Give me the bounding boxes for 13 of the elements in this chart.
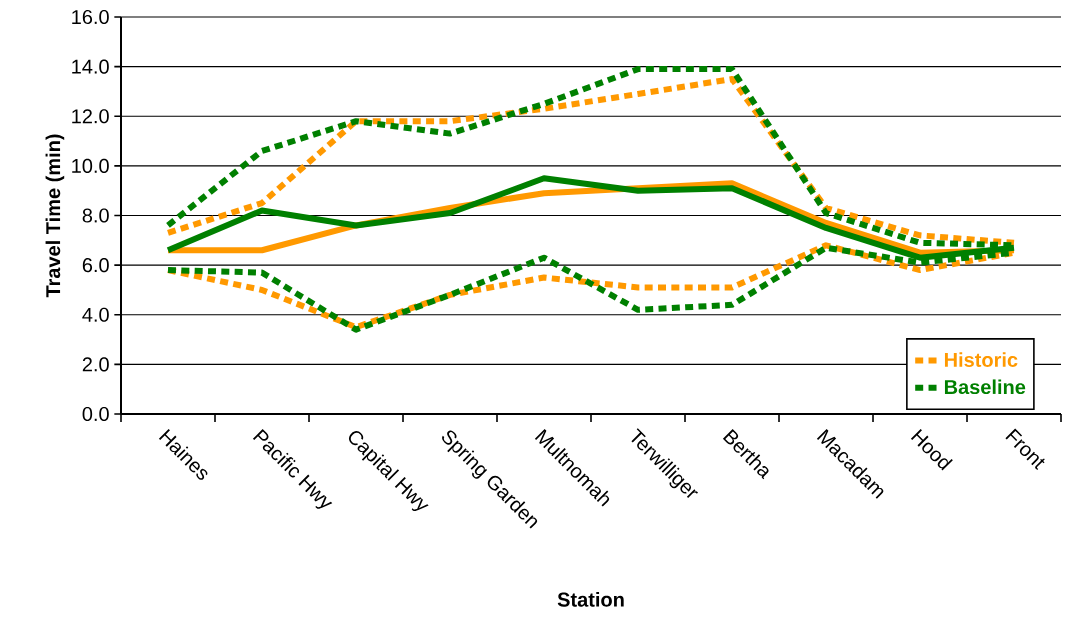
y-tick-label: 14.0 xyxy=(72,59,109,74)
y-tick-label: 16.0 xyxy=(72,9,109,25)
y-tick-label: 12.0 xyxy=(72,109,109,124)
legend-label: Historic xyxy=(944,352,1018,367)
x-axis-title: Station xyxy=(557,592,624,607)
legend-label: Baseline xyxy=(944,379,1026,395)
y-tick-label: 2.0 xyxy=(82,357,109,372)
y-tick-label: 0.0 xyxy=(82,406,109,422)
y-axis-title: Travel Time (min) xyxy=(45,134,65,298)
y-tick-label: 4.0 xyxy=(82,307,109,322)
y-tick-label: 10.0 xyxy=(72,158,109,173)
y-tick-label: 6.0 xyxy=(82,258,109,273)
y-tick-label: 8.0 xyxy=(82,208,109,223)
